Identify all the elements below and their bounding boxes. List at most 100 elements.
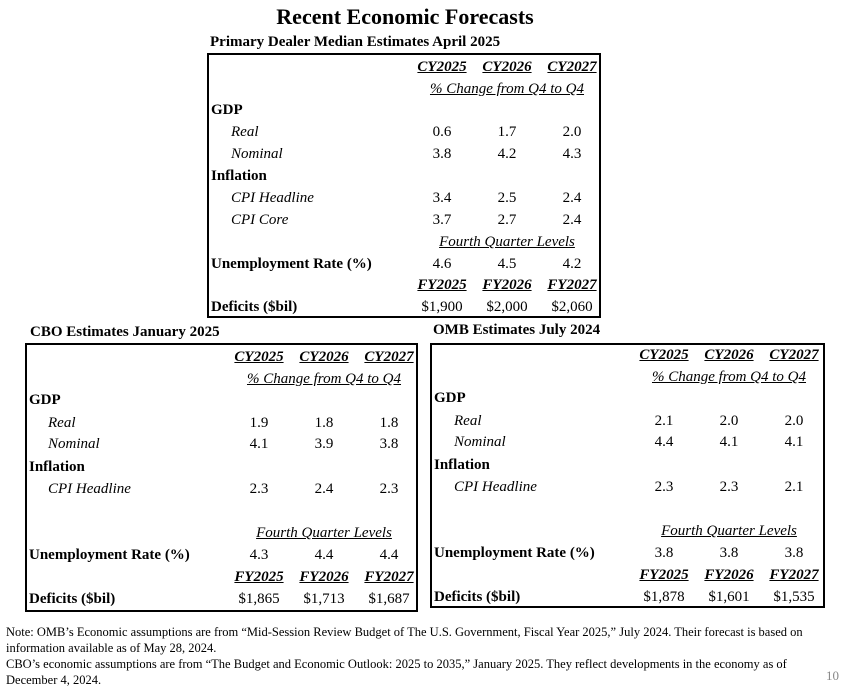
dealer-cpi-core-2025: 3.7 <box>432 212 452 228</box>
dealer-table: CY2025 CY2026 CY2027 % Change from Q4 to… <box>207 53 601 318</box>
dealer-fourth-quarter-label: Fourth Quarter Levels <box>439 234 575 250</box>
dealer-panel-title: Primary Dealer Median Estimates April 20… <box>210 34 501 50</box>
dealer-nominal-2027: 4.3 <box>562 146 582 162</box>
page-number: 10 <box>826 668 839 683</box>
omb-nominal-2026: 4.1 <box>719 434 739 450</box>
cbo-deficits-2025: $1,865 <box>238 591 280 607</box>
omb-fy2025-header: FY2025 <box>639 567 689 583</box>
dealer-deficits-2025: $1,900 <box>421 299 463 315</box>
omb-cpi-headline-2026: 2.3 <box>719 479 739 495</box>
cbo-unemployment-2027: 4.4 <box>379 547 399 563</box>
cbo-cpi-headline-label: CPI Headline <box>48 481 131 497</box>
omb-real-2026: 2.0 <box>719 413 739 429</box>
cbo-cpi-headline-2027: 2.3 <box>379 481 399 497</box>
cbo-table: CY2025 CY2026 CY2027 % Change from Q4 to… <box>25 343 418 612</box>
omb-source-note: Note: OMB’s Economic assumptions are fro… <box>6 625 803 655</box>
omb-deficits-2026: $1,601 <box>708 589 750 605</box>
omb-real-2025: 2.1 <box>654 413 674 429</box>
cbo-real-2026: 1.8 <box>314 415 334 431</box>
cbo-nominal-2027: 3.8 <box>379 436 399 452</box>
omb-inflation-label: Inflation <box>434 457 490 473</box>
cbo-cy2025-header: CY2025 <box>234 349 284 365</box>
omb-cpi-headline-2025: 2.3 <box>654 479 674 495</box>
cbo-unemployment-2026: 4.4 <box>314 547 334 563</box>
cbo-deficits-2026: $1,713 <box>303 591 345 607</box>
cbo-cpi-headline-2026: 2.4 <box>314 481 334 497</box>
dealer-nominal-2026: 4.2 <box>497 146 517 162</box>
omb-cpi-headline-2027: 2.1 <box>784 479 804 495</box>
cbo-cpi-headline-2025: 2.3 <box>249 481 269 497</box>
dealer-cy2027-header: CY2027 <box>547 59 597 75</box>
cbo-inflation-label: Inflation <box>29 459 85 475</box>
cbo-unemployment-2025: 4.3 <box>249 547 269 563</box>
dealer-deficits-2026: $2,000 <box>486 299 528 315</box>
dealer-cpi-headline-2025: 3.4 <box>432 190 452 206</box>
cbo-deficits-label: Deficits ($bil) <box>29 591 116 607</box>
dealer-cy2026-header: CY2026 <box>482 59 532 75</box>
dealer-nominal-label: Nominal <box>231 146 283 162</box>
omb-nominal-2025: 4.4 <box>654 434 674 450</box>
omb-change-sublabel: % Change from Q4 to Q4 <box>651 369 807 385</box>
omb-cy2025-header: CY2025 <box>639 347 689 363</box>
omb-table: CY2025 CY2026 CY2027 % Change from Q4 to… <box>430 343 825 608</box>
cbo-fy2026-header: FY2026 <box>299 569 349 585</box>
cbo-fy2027-header: FY2027 <box>364 569 414 585</box>
omb-fourth-quarter-label: Fourth Quarter Levels <box>661 523 797 539</box>
cbo-fy2025-header: FY2025 <box>234 569 284 585</box>
dealer-cpi-headline-label: CPI Headline <box>231 190 314 206</box>
omb-fy2027-header: FY2027 <box>769 567 819 583</box>
dealer-nominal-2025: 3.8 <box>432 146 452 162</box>
dealer-fy2025-header: FY2025 <box>417 277 467 293</box>
dealer-unemployment-2027: 4.2 <box>562 256 582 272</box>
cbo-fourth-quarter-label: Fourth Quarter Levels <box>256 525 392 541</box>
cbo-real-label: Real <box>48 415 76 431</box>
omb-deficits-label: Deficits ($bil) <box>434 589 521 605</box>
cbo-change-sublabel: % Change from Q4 to Q4 <box>246 371 402 387</box>
cbo-cy2026-header: CY2026 <box>299 349 349 365</box>
cbo-nominal-2025: 4.1 <box>249 436 269 452</box>
dealer-deficits-label: Deficits ($bil) <box>211 299 298 315</box>
omb-nominal-2027: 4.1 <box>784 434 804 450</box>
dealer-cpi-core-2027: 2.4 <box>562 212 582 228</box>
cbo-deficits-2027: $1,687 <box>368 591 410 607</box>
dealer-deficits-2027: $2,060 <box>551 299 593 315</box>
cbo-source-note: CBO’s economic assumptions are from “The… <box>6 657 787 687</box>
cbo-panel-title: CBO Estimates January 2025 <box>30 324 220 340</box>
dealer-real-label: Real <box>231 124 259 140</box>
omb-unemployment-2025: 3.8 <box>654 545 674 561</box>
omb-unemployment-2026: 3.8 <box>719 545 739 561</box>
dealer-real-2027: 2.0 <box>562 124 582 140</box>
dealer-cpi-headline-2027: 2.4 <box>562 190 582 206</box>
omb-gdp-label: GDP <box>434 390 466 406</box>
dealer-unemployment-2026: 4.5 <box>497 256 517 272</box>
omb-deficits-2025: $1,878 <box>643 589 685 605</box>
dealer-fy2027-header: FY2027 <box>547 277 597 293</box>
dealer-unemployment-label: Unemployment Rate (%) <box>211 256 372 272</box>
dealer-cpi-core-label: CPI Core <box>231 212 289 228</box>
dealer-inflation-label: Inflation <box>211 168 267 184</box>
omb-real-label: Real <box>454 413 482 429</box>
dealer-real-2025: 0.6 <box>432 124 452 140</box>
cbo-gdp-label: GDP <box>29 392 61 408</box>
omb-cy2026-header: CY2026 <box>704 347 754 363</box>
cbo-real-2027: 1.8 <box>379 415 399 431</box>
page-title: Recent Economic Forecasts <box>276 4 534 29</box>
cbo-nominal-2026: 3.9 <box>314 436 334 452</box>
dealer-change-sublabel: % Change from Q4 to Q4 <box>429 81 585 97</box>
dealer-fy2026-header: FY2026 <box>482 277 532 293</box>
omb-deficits-2027: $1,535 <box>773 589 815 605</box>
cbo-real-2025: 1.9 <box>249 415 269 431</box>
omb-real-2027: 2.0 <box>784 413 804 429</box>
cbo-nominal-label: Nominal <box>48 436 100 452</box>
omb-nominal-label: Nominal <box>454 434 506 450</box>
dealer-cpi-headline-2026: 2.5 <box>497 190 517 206</box>
omb-panel-title: OMB Estimates July 2024 <box>433 322 601 338</box>
omb-unemployment-2027: 3.8 <box>784 545 804 561</box>
omb-unemployment-label: Unemployment Rate (%) <box>434 545 595 561</box>
dealer-unemployment-2025: 4.6 <box>432 256 452 272</box>
omb-cy2027-header: CY2027 <box>769 347 819 363</box>
omb-fy2026-header: FY2026 <box>704 567 754 583</box>
dealer-cy2025-header: CY2025 <box>417 59 467 75</box>
omb-cpi-headline-label: CPI Headline <box>454 479 537 495</box>
dealer-real-2026: 1.7 <box>497 124 517 140</box>
